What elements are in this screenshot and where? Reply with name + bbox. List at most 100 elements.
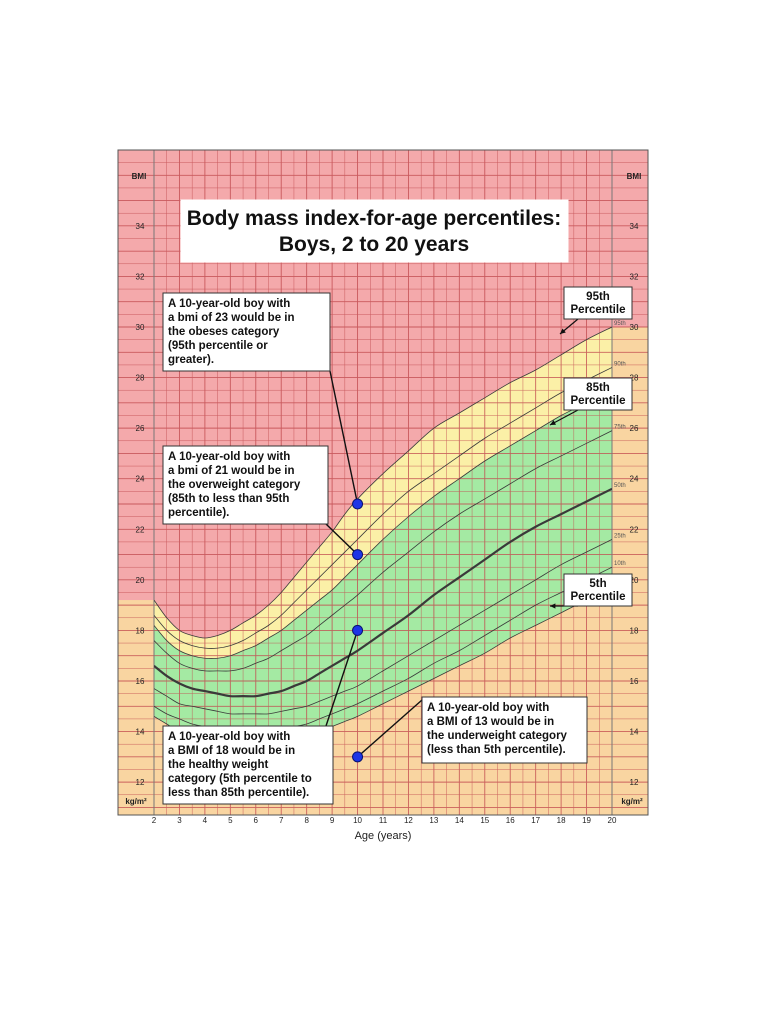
curve-90th: [154, 367, 612, 649]
y-tick-right: 14: [630, 728, 639, 737]
y-tick-left: 16: [136, 677, 145, 686]
callout-box: [162, 445, 329, 525]
percentile-label-line: Percentile: [571, 395, 626, 407]
curve-50th: [154, 487, 612, 698]
callout-box: [162, 725, 334, 805]
y-unit-top-left: BMI: [132, 172, 147, 181]
percentile-label-line: Percentile: [571, 591, 626, 603]
x-tick: 8: [304, 816, 309, 825]
data-point: [352, 498, 364, 510]
percentile-arrow-head: [550, 603, 556, 609]
callout-text-line: A 10-year-old boy with: [168, 731, 290, 743]
y-tick-right: 18: [630, 626, 639, 635]
x-tick: 6: [254, 816, 259, 825]
percentile-label-line: 85th: [586, 382, 610, 394]
callout-text-line: a bmi of 23 would be in: [168, 312, 295, 324]
callout-text-line: a BMI of 13 would be in: [427, 716, 554, 728]
y-tick-left: 28: [136, 374, 145, 383]
x-tick: 9: [330, 816, 335, 825]
callout-text-line: the healthy weight: [168, 759, 268, 771]
x-tick: 17: [531, 816, 540, 825]
x-tick: 16: [506, 816, 515, 825]
x-tick: 4: [203, 816, 208, 825]
x-tick: 12: [404, 816, 413, 825]
callout-text-line: the obeses category: [168, 326, 280, 338]
callout-text-line: (95th percentile or: [168, 340, 268, 352]
chart-title-line-2: Boys, 2 to 20 years: [279, 233, 469, 256]
y-tick-right: 22: [630, 525, 639, 534]
x-tick: 3: [177, 816, 182, 825]
x-tick: 10: [353, 816, 362, 825]
x-tick: 14: [455, 816, 464, 825]
y-tick-left: 18: [136, 626, 145, 635]
callout-text-line: the overweight category: [168, 479, 301, 491]
curve-label-75th: 75th: [614, 425, 626, 431]
y-tick-left: 24: [136, 475, 145, 484]
percentile-curves: [154, 326, 612, 743]
callout-text-line: (85th to less than 95th: [168, 493, 289, 505]
callout-connector: [329, 370, 359, 505]
x-axis-title: Age (years): [355, 830, 412, 842]
y-tick-left: 30: [136, 323, 145, 332]
y-tick-left: 22: [136, 525, 145, 534]
y-tick-left: 26: [136, 424, 145, 433]
callout-text-line: percentile).: [168, 507, 229, 519]
y-unit-bottom-left: kg/m²: [125, 797, 147, 806]
y-tick-left: 34: [136, 222, 145, 231]
callout-connector: [325, 523, 359, 556]
y-tick-left: 12: [136, 778, 145, 787]
callout-box: [421, 696, 588, 764]
callout-text-line: the underweight category: [427, 730, 568, 742]
curve-95th: [154, 326, 612, 639]
callout-text-line: category (5th percentile to: [168, 773, 312, 785]
x-tick: 15: [480, 816, 489, 825]
callout-text-line: a BMI of 18 would be in: [168, 745, 295, 757]
percentile-label-line: 95th: [586, 291, 610, 303]
callout-connector: [325, 630, 359, 727]
percentile-label-box: [563, 573, 633, 607]
y-tick-right: 26: [630, 424, 639, 433]
chart-frame: [117, 149, 649, 816]
y-tick-right: 32: [630, 272, 639, 281]
x-tick: 19: [582, 816, 591, 825]
callout-text-line: (less than 5th percentile).: [427, 744, 566, 756]
callout-connector: [357, 699, 423, 758]
title-box: [180, 199, 569, 263]
data-point: [352, 549, 364, 561]
chart-title-line-1: Body mass index-for-age percentiles:: [187, 207, 562, 230]
percentile-arrow-head: [560, 328, 566, 334]
callout-text-line: less than 85th percentile).: [168, 787, 309, 799]
curve-label-90th: 90th: [614, 361, 626, 367]
y-tick-right: 34: [630, 222, 639, 231]
y-tick-right: 30: [630, 323, 639, 332]
percentile-label-line: Percentile: [571, 304, 626, 316]
curve-25th: [154, 539, 612, 715]
data-point: [352, 624, 364, 636]
curve-label-10th: 10th: [614, 561, 626, 567]
y-tick-right: 16: [630, 677, 639, 686]
curve-label-95th: 95th: [614, 321, 626, 327]
callout-box: [162, 292, 331, 372]
x-tick: 11: [379, 816, 388, 825]
callout-text-line: greater).: [168, 354, 214, 366]
callout-text-line: A 10-year-old boy with: [427, 702, 549, 714]
curve-75th: [154, 430, 612, 672]
x-tick: 2: [152, 816, 157, 825]
percentile-label-box: [563, 286, 633, 320]
x-tick: 13: [429, 816, 438, 825]
percentile-label-box: [563, 377, 633, 411]
x-tick: 18: [557, 816, 566, 825]
curve-label-25th: 25th: [614, 533, 626, 539]
percentile-arrow-head: [550, 420, 556, 425]
y-unit-top-right: BMI: [627, 172, 642, 181]
y-tick-left: 14: [136, 728, 145, 737]
x-tick: 5: [228, 816, 233, 825]
y-tick-right: 20: [630, 576, 639, 585]
y-tick-right: 12: [630, 778, 639, 787]
y-tick-right: 28: [630, 374, 639, 383]
y-tick-left: 32: [136, 272, 145, 281]
left-margin-obese: [118, 150, 154, 601]
y-unit-bottom-right: kg/m²: [621, 797, 643, 806]
